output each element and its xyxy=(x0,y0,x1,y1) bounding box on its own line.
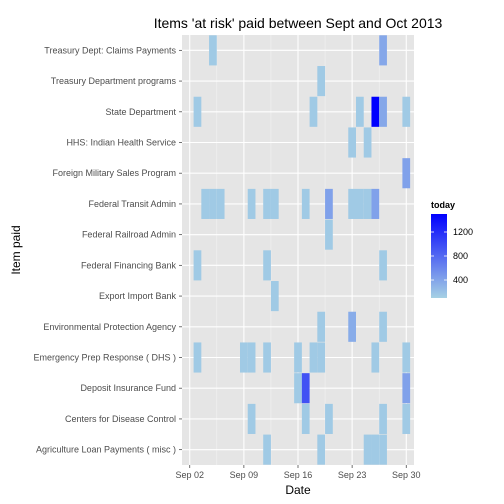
heatmap-cell xyxy=(325,188,333,219)
legend-colorbar xyxy=(431,214,447,298)
heatmap-cell xyxy=(317,342,326,373)
heatmap-cell xyxy=(209,35,217,66)
legend: today 400 800 1200 xyxy=(431,200,473,298)
heatmap-cell xyxy=(371,342,380,373)
heatmap-cell xyxy=(402,96,411,127)
heatmap-cell xyxy=(363,188,372,219)
heatmap-cell xyxy=(363,127,372,158)
heatmap-cell xyxy=(209,188,217,219)
heatmap-cell xyxy=(402,403,411,434)
y-tick-label: Federal Railroad Admin xyxy=(82,230,176,240)
y-tick-label: Environmental Protection Agency xyxy=(43,322,176,332)
heatmap-cell xyxy=(301,373,310,404)
heatmap-cell xyxy=(193,96,202,127)
heatmap-cell xyxy=(325,403,333,434)
legend-tick-label: 400 xyxy=(453,275,468,285)
heatmap-cell xyxy=(301,403,310,434)
heatmap-cell xyxy=(356,188,364,219)
y-tick-label: Export Import Bank xyxy=(99,291,177,301)
heatmap-cell xyxy=(356,96,364,127)
y-tick-label: Deposit Insurance Fund xyxy=(80,383,176,393)
heatmap-cell xyxy=(363,434,372,465)
heatmap-cell xyxy=(309,342,318,373)
y-tick-label: Centers for Disease Control xyxy=(65,414,176,424)
heatmap-cell xyxy=(270,188,279,219)
legend-title: today xyxy=(431,200,455,210)
legend-tick-label: 1200 xyxy=(453,227,473,237)
heatmap-cell xyxy=(379,403,387,434)
y-tick-label: Treasury Dept: Claims Payments xyxy=(44,45,176,55)
x-tick-label: Sep 30 xyxy=(392,470,421,480)
legend-ticks: 400 800 1200 xyxy=(431,227,473,285)
heatmap-cell xyxy=(247,342,256,373)
heatmap-cell xyxy=(193,250,202,281)
heatmap-cell xyxy=(348,188,356,219)
y-axis-tick-labels: Treasury Dept: Claims Payments Treasury D… xyxy=(33,45,182,455)
heatmap-cell xyxy=(263,434,271,465)
heatmap-cell xyxy=(325,219,333,250)
x-axis-tick-labels: Sep 02 Sep 09 Sep 16 Sep 23 Sep 30 xyxy=(175,465,421,480)
heatmap-cell xyxy=(379,35,387,66)
x-tick-label: Sep 16 xyxy=(284,470,313,480)
heatmap-cell xyxy=(379,96,387,127)
x-tick-label: Sep 23 xyxy=(338,470,367,480)
y-tick-label: Federal Transit Admin xyxy=(88,199,176,209)
y-tick-label: State Department xyxy=(105,107,176,117)
y-tick-label: HHS: Indian Health Service xyxy=(66,138,176,148)
x-axis-label: Date xyxy=(285,483,311,497)
heatmap-cell xyxy=(402,373,411,404)
heatmap-cell xyxy=(301,188,310,219)
heatmap-cell xyxy=(371,434,380,465)
heatmap-cell xyxy=(379,250,387,281)
heatmap-cell xyxy=(270,281,279,312)
heatmap-cell xyxy=(309,96,318,127)
heatmap-cell xyxy=(371,188,380,219)
heatmap-cells xyxy=(193,35,411,465)
heatmap-cell xyxy=(402,158,411,189)
heatmap-cell xyxy=(371,96,380,127)
y-axis-label: Item paid xyxy=(9,225,23,274)
x-tick-label: Sep 09 xyxy=(230,470,259,480)
y-tick-label: Treasury Department programs xyxy=(51,76,177,86)
heatmap-cell xyxy=(317,311,326,342)
y-tick-label: Federal Financing Bank xyxy=(81,260,177,270)
heatmap-cell xyxy=(379,434,387,465)
heatmap-cell xyxy=(263,188,271,219)
x-tick-label: Sep 02 xyxy=(175,470,204,480)
heatmap-cell xyxy=(317,434,326,465)
heatmap-cell xyxy=(263,342,271,373)
legend-tick-label: 800 xyxy=(453,251,468,261)
heatmap-cell xyxy=(294,342,302,373)
heatmap-cell xyxy=(201,188,210,219)
y-tick-label: Emergency Prep Response ( DHS ) xyxy=(33,353,176,363)
heatmap-cell xyxy=(402,342,411,373)
y-tick-label: Foreign Military Sales Program xyxy=(52,168,176,178)
heatmap-cell xyxy=(247,403,256,434)
heatmap-cell xyxy=(216,188,225,219)
heatmap-cell xyxy=(348,127,356,158)
chart-title: Items 'at risk' paid between Sept and Oc… xyxy=(154,15,443,31)
heatmap-cell xyxy=(247,188,256,219)
heatmap-cell xyxy=(348,311,356,342)
heatmap-cell xyxy=(263,250,271,281)
heatmap-cell xyxy=(317,66,326,97)
heatmap-cell xyxy=(193,342,202,373)
heatmap-cell xyxy=(240,342,248,373)
heatmap-cell xyxy=(379,311,387,342)
heatmap-cell xyxy=(294,373,302,404)
y-tick-label: Agriculture Loan Payments ( misc ) xyxy=(36,445,176,455)
